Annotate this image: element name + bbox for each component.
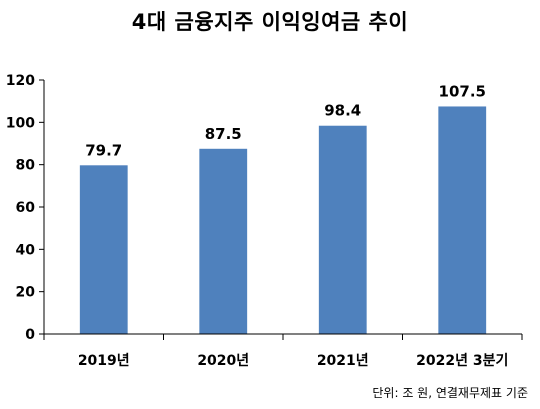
data-label: 87.5 (205, 125, 242, 143)
x-tick-label: 2021년 (317, 353, 369, 369)
x-tick-label: 2022년 3분기 (416, 353, 508, 369)
unit-note: 단위: 조 원, 연결재무제표 기준 (372, 386, 528, 400)
data-label: 98.4 (324, 102, 361, 120)
bar (438, 106, 487, 334)
y-tick-label: 100 (6, 115, 35, 131)
y-tick-label: 120 (6, 73, 35, 89)
data-label: 79.7 (85, 141, 122, 159)
y-tick-label: 80 (16, 158, 36, 174)
data-label: 107.5 (439, 82, 486, 100)
bar (79, 165, 128, 334)
x-tick-label: 2020년 (197, 353, 249, 369)
y-tick-label: 0 (25, 327, 35, 343)
y-tick-label: 20 (16, 285, 36, 301)
chart-title: 4대 금융지주 이익잉여금 추이 (131, 10, 409, 34)
x-tick-label: 2019년 (78, 353, 130, 369)
data-labels: 79.7 87.5 98.4 107.5 (85, 82, 486, 159)
x-axis: 2019년 2020년 2021년 2022년 3분기 (43, 333, 523, 369)
bars-group (79, 106, 487, 334)
bar (318, 125, 367, 334)
y-tick-label: 40 (16, 242, 36, 258)
bar (199, 148, 248, 334)
y-axis: 0 20 40 60 80 100 120 (6, 73, 45, 343)
y-tick-label: 60 (16, 200, 36, 216)
